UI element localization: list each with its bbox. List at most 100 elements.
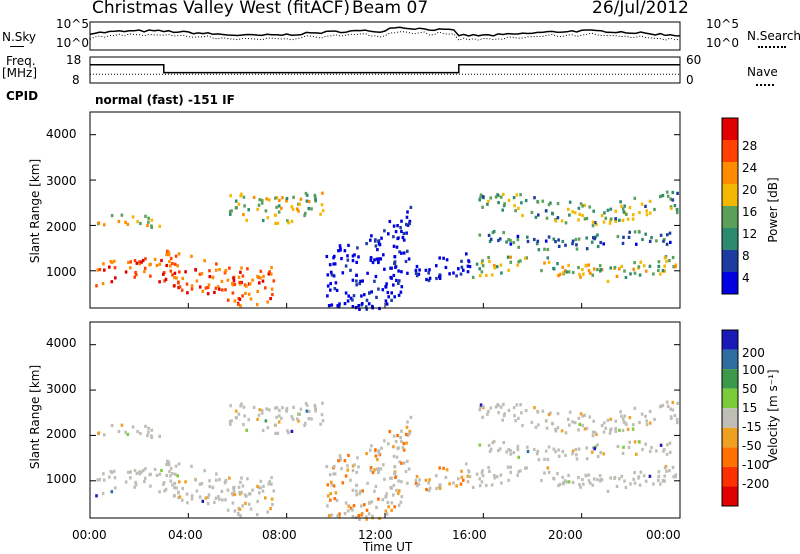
- velocity-cell: [330, 483, 334, 487]
- power-cell: [623, 269, 626, 273]
- power-cell: [606, 279, 610, 283]
- power-cell: [332, 262, 335, 266]
- velocity-cell: [493, 476, 496, 480]
- date-label: 26/Jul/2012: [592, 0, 689, 18]
- velocity-cell: [247, 418, 250, 422]
- power-cell: [382, 253, 385, 257]
- power-cell: [237, 302, 240, 306]
- velocity-cell: [245, 428, 248, 432]
- velocity-colorbar-segment: [722, 447, 738, 467]
- power-cell: [352, 294, 356, 298]
- velocity-cell: [208, 485, 212, 489]
- power-cell: [448, 272, 451, 276]
- velocity-cell: [108, 475, 111, 479]
- velocity-cell: [134, 480, 137, 485]
- power-cell: [516, 238, 520, 242]
- velocity-cell: [596, 454, 600, 459]
- power-cell: [143, 266, 147, 270]
- power-cell: [103, 268, 106, 272]
- power-cell: [398, 279, 401, 283]
- power-cell: [136, 220, 139, 224]
- velocity-cell: [314, 405, 317, 409]
- power-cell: [146, 223, 149, 228]
- power-cell: [614, 209, 618, 213]
- velocity-cell: [303, 423, 306, 428]
- power-cell: [417, 272, 421, 276]
- power-cell: [524, 199, 528, 203]
- velocity-cell: [512, 451, 516, 455]
- velocity-cell: [648, 421, 652, 425]
- power-cell: [671, 190, 675, 195]
- velocity-cell: [602, 452, 605, 456]
- velocity-cell: [568, 423, 571, 427]
- power-cell: [502, 204, 506, 208]
- power-cbtick-20: 20: [742, 183, 758, 197]
- power-cell: [551, 211, 554, 215]
- power-cell: [247, 292, 251, 296]
- power-cell: [297, 209, 300, 213]
- velocity-cell: [110, 470, 114, 475]
- velocity-cell: [361, 512, 364, 516]
- velocity-cell: [507, 408, 511, 412]
- power-cell: [217, 285, 220, 289]
- velocity-cell: [405, 432, 408, 437]
- power-cell: [224, 269, 227, 273]
- velocity-cell: [471, 485, 475, 489]
- power-cell: [400, 229, 403, 233]
- velocity-cell: [591, 430, 595, 434]
- power-ytick-1000: 1000: [46, 265, 77, 279]
- power-cell: [256, 289, 259, 294]
- velocity-cell: [251, 488, 254, 492]
- power-cell: [138, 260, 141, 264]
- power-cell: [339, 246, 342, 250]
- power-cell: [466, 264, 470, 268]
- velocity-cell: [478, 443, 482, 447]
- velocity-cell: [382, 463, 385, 467]
- power-cell: [457, 267, 460, 271]
- power-cell: [201, 289, 205, 293]
- velocity-cell: [585, 446, 588, 450]
- power-cell: [203, 259, 206, 263]
- power-cell: [585, 247, 589, 251]
- xtick-5: 20:00: [548, 528, 583, 542]
- velocity-cell: [352, 504, 356, 508]
- power-cell: [319, 212, 322, 216]
- velocity-cell: [541, 409, 545, 413]
- power-cell: [266, 216, 270, 220]
- velocity-cell: [229, 422, 232, 426]
- power-cell: [229, 212, 232, 216]
- power-cell: [571, 242, 574, 246]
- power-cell: [260, 198, 264, 203]
- velocity-cell: [671, 465, 675, 470]
- velocity-cell: [628, 416, 632, 420]
- velocity-cell: [509, 470, 512, 474]
- power-cell: [562, 271, 565, 275]
- velocity-cell: [445, 468, 449, 472]
- power-cell: [595, 222, 598, 226]
- power-cell: [367, 302, 371, 306]
- power-cell: [547, 235, 551, 239]
- power-cell: [543, 261, 546, 265]
- velocity-cell: [393, 465, 397, 469]
- power-cell: [328, 263, 332, 267]
- power-cell: [349, 296, 353, 300]
- power-cell: [389, 275, 392, 280]
- velocity-cell: [129, 470, 132, 474]
- velocity-cell: [425, 487, 428, 492]
- power-cell: [274, 221, 277, 225]
- velocity-cell: [341, 481, 345, 485]
- power-cell: [624, 275, 628, 280]
- velocity-cell: [174, 464, 178, 468]
- power-colorbar-segment: [722, 250, 738, 272]
- power-cell: [669, 197, 672, 201]
- velocity-cell: [292, 405, 295, 409]
- velocity-cell: [575, 453, 578, 457]
- power-cell: [578, 212, 582, 216]
- velocity-cell: [535, 452, 539, 456]
- velocity-cell: [418, 478, 421, 482]
- power-cell: [594, 235, 597, 239]
- velocity-cell: [113, 476, 117, 480]
- power-cell: [591, 273, 595, 277]
- power-cell: [481, 205, 484, 209]
- velocity-cell: [135, 471, 139, 475]
